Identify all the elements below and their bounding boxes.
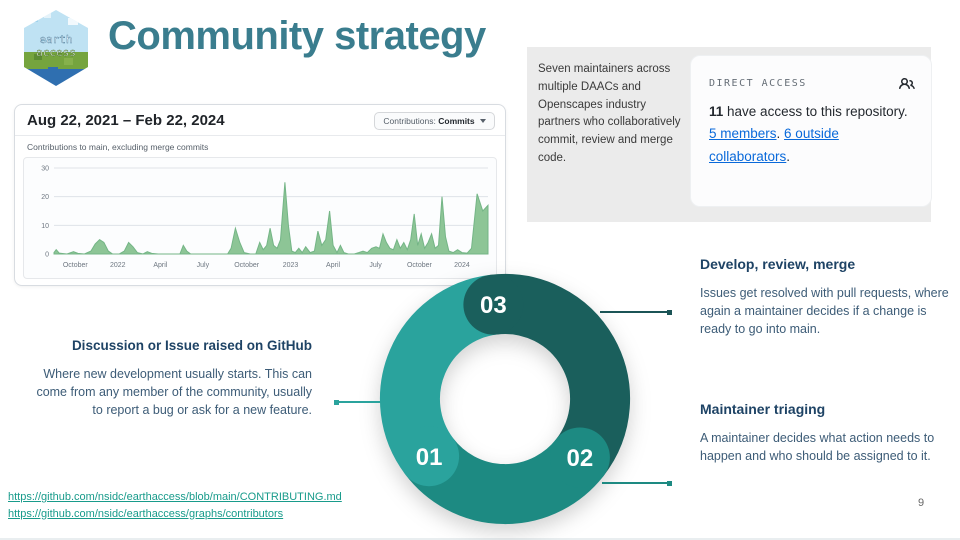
connector-step-01 bbox=[334, 399, 386, 405]
link-separator: . bbox=[776, 126, 785, 142]
connector-dot bbox=[667, 480, 672, 486]
svg-text:April: April bbox=[153, 262, 167, 269]
members-link[interactable]: 5 members bbox=[709, 126, 777, 142]
donut-cap-01 bbox=[399, 426, 460, 487]
page-title: Community strategy bbox=[108, 14, 486, 58]
svg-text:October: October bbox=[407, 262, 433, 269]
svg-text:July: July bbox=[197, 262, 210, 269]
donut-cap-03 bbox=[463, 274, 524, 335]
donut-segment-03 bbox=[489, 274, 631, 476]
step-body: Issues get resolved with pull requests, … bbox=[700, 286, 949, 337]
step-title: Maintainer triaging bbox=[700, 401, 826, 417]
sentence-period: . bbox=[786, 148, 791, 164]
svg-text:2023: 2023 bbox=[283, 262, 299, 269]
step-title: Develop, review, merge bbox=[700, 256, 856, 272]
cycle-donut-diagram: 01 02 03 bbox=[379, 274, 631, 525]
svg-text:October: October bbox=[234, 262, 260, 269]
svg-text:October: October bbox=[63, 262, 89, 269]
step-number-03: 03 bbox=[480, 292, 507, 319]
step-number-01: 01 bbox=[416, 444, 443, 471]
svg-text:30: 30 bbox=[41, 166, 49, 173]
step-block-discussion: Discussion or Issue raised on GitHub Whe… bbox=[36, 338, 312, 419]
access-count: 11 bbox=[709, 104, 724, 119]
svg-text:2024: 2024 bbox=[454, 262, 470, 269]
connector-dot bbox=[667, 309, 672, 315]
date-range-heading: Aug 22, 2021 – Feb 22, 2024 bbox=[27, 112, 225, 129]
svg-text:July: July bbox=[369, 262, 382, 269]
svg-text:10: 10 bbox=[41, 223, 49, 230]
earthaccess-logo: earth access bbox=[24, 10, 88, 91]
page-number: 9 bbox=[918, 497, 925, 509]
divider bbox=[15, 135, 505, 136]
dropdown-selected-value: Commits bbox=[438, 116, 475, 126]
direct-access-label: DIRECT ACCESS bbox=[709, 78, 807, 89]
step-block-maintainer-triaging: Maintainer triaging A maintainer decides… bbox=[700, 401, 958, 465]
step-block-develop-review-merge: Develop, review, merge Issues get resolv… bbox=[700, 256, 958, 338]
outside-collaborators-link[interactable]: 6 outside collaborators bbox=[709, 126, 839, 164]
contributors-graph-link[interactable]: https://github.com/nsidc/earthaccess/gra… bbox=[8, 507, 284, 520]
dropdown-prefix-label: Contributions: bbox=[383, 116, 436, 126]
logo-text-earth: earth bbox=[39, 33, 72, 46]
access-count-text: have access to this repository. bbox=[723, 104, 908, 119]
direct-access-card: DIRECT ACCESS 11 have access to this rep… bbox=[690, 55, 932, 207]
maintainers-note: Seven maintainers across multiple DAACs … bbox=[538, 63, 681, 165]
svg-text:2022: 2022 bbox=[110, 262, 126, 269]
svg-text:20: 20 bbox=[41, 194, 49, 201]
donut-cap-02 bbox=[549, 427, 610, 488]
svg-text:April: April bbox=[326, 262, 340, 269]
connector-step-02 bbox=[602, 480, 672, 486]
earthaccess-logo-icon: earth access bbox=[24, 10, 88, 86]
people-icon bbox=[899, 77, 915, 90]
access-summary: 11 have access to this repository. 5 mem… bbox=[709, 101, 913, 168]
svg-text:0: 0 bbox=[45, 252, 49, 259]
caret-down-icon bbox=[480, 119, 486, 123]
step-body: A maintainer decides what action needs t… bbox=[700, 431, 935, 464]
chart-subtitle: Contributions to main, excluding merge c… bbox=[27, 142, 209, 152]
connector-dot bbox=[334, 399, 339, 405]
area-chart-svg: 0 10 20 30 October 2022 April July October 2023 Ap… bbox=[41, 166, 489, 269]
logo-text-access: access bbox=[36, 46, 76, 59]
footer-links: https://github.com/nsidc/earthaccess/blo… bbox=[8, 489, 342, 522]
step-body: Where new development usually starts. Th… bbox=[36, 367, 312, 418]
contributions-type-dropdown[interactable]: Contributions: Commits bbox=[374, 112, 495, 130]
contributions-area-chart: 0 10 20 30 October 2022 April July October 2023 Ap… bbox=[23, 157, 497, 279]
contributions-card: Aug 22, 2021 – Feb 22, 2024 Contribution… bbox=[14, 104, 506, 286]
step-title: Discussion or Issue raised on GitHub bbox=[71, 338, 312, 353]
connector-step-03 bbox=[600, 309, 672, 315]
contributing-md-link[interactable]: https://github.com/nsidc/earthaccess/blo… bbox=[8, 491, 342, 503]
step-number-02: 02 bbox=[567, 445, 594, 472]
